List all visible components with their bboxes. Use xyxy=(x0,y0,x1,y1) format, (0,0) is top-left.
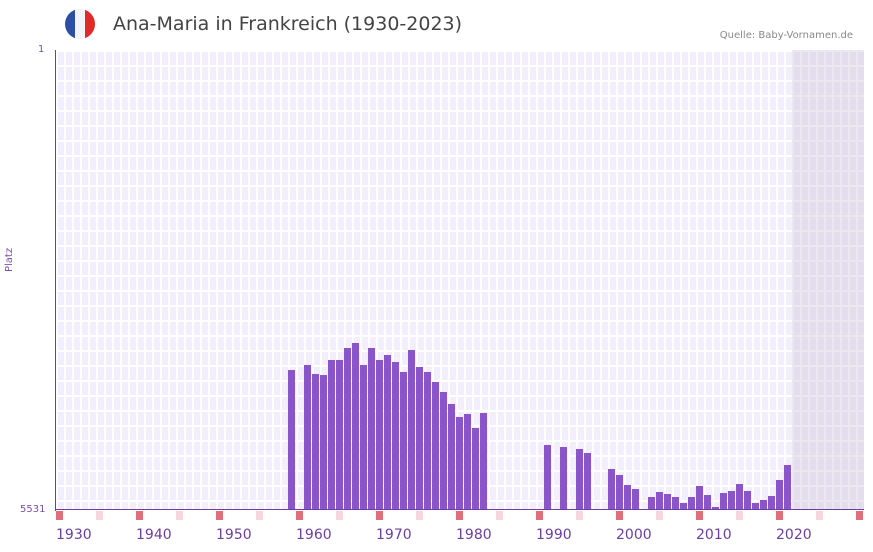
x-tick-2030 xyxy=(856,511,863,520)
bar-2006[interactable] xyxy=(664,493,671,510)
x-tick-2020 xyxy=(776,511,783,520)
bar-1962[interactable] xyxy=(312,373,319,510)
bar-2020[interactable] xyxy=(776,479,783,510)
bar-1972[interactable] xyxy=(392,361,399,510)
bar-2019[interactable] xyxy=(768,495,775,510)
bar-1980[interactable] xyxy=(456,416,463,510)
bar-2004[interactable] xyxy=(648,496,655,510)
bar-1991[interactable] xyxy=(544,444,551,510)
bar-1999[interactable] xyxy=(608,468,615,510)
bar-2018[interactable] xyxy=(760,499,767,510)
x-label-1980: 1980 xyxy=(456,527,492,543)
bar-1964[interactable] xyxy=(328,359,335,510)
x-tick-1985 xyxy=(496,511,503,520)
bar-2007[interactable] xyxy=(672,496,679,510)
x-label-2010: 2010 xyxy=(696,527,732,543)
x-tick-1950 xyxy=(216,511,223,520)
x-axis-line xyxy=(55,509,864,510)
bar-2014[interactable] xyxy=(728,490,735,510)
y-axis-title: Platz xyxy=(4,247,15,272)
bar-1974[interactable] xyxy=(408,349,415,510)
x-label-1950: 1950 xyxy=(216,527,252,543)
x-label-1990: 1990 xyxy=(536,527,572,543)
bar-2009[interactable] xyxy=(688,496,695,510)
bar-1975[interactable] xyxy=(416,366,423,510)
y-axis-line xyxy=(55,50,56,511)
bar-1970[interactable] xyxy=(376,359,383,510)
x-tick-1930 xyxy=(56,511,63,520)
bar-2002[interactable] xyxy=(632,488,639,510)
x-tick-2005 xyxy=(656,511,663,520)
bar-1978[interactable] xyxy=(440,391,447,510)
bar-1971[interactable] xyxy=(384,354,391,510)
x-tick-2025 xyxy=(816,511,823,520)
x-tick-1935 xyxy=(96,511,103,520)
future-shaded-region xyxy=(792,50,864,510)
bar-1961[interactable] xyxy=(304,364,311,510)
x-label-1970: 1970 xyxy=(376,527,412,543)
bar-1981[interactable] xyxy=(464,413,471,510)
plot-area xyxy=(56,50,864,510)
bar-2001[interactable] xyxy=(624,484,631,510)
bar-2016[interactable] xyxy=(744,490,751,510)
france-flag-icon xyxy=(65,9,95,39)
bar-1976[interactable] xyxy=(424,371,431,510)
x-label-1930: 1930 xyxy=(56,527,92,543)
bar-1967[interactable] xyxy=(352,342,359,510)
x-label-1960: 1960 xyxy=(296,527,332,543)
x-tick-1995 xyxy=(576,511,583,520)
x-label-2000: 2000 xyxy=(616,527,652,543)
bar-2000[interactable] xyxy=(616,474,623,510)
bar-2017[interactable] xyxy=(752,502,759,510)
x-tick-1965 xyxy=(336,511,343,520)
bar-1959[interactable] xyxy=(288,369,295,510)
bar-2008[interactable] xyxy=(680,502,687,510)
bar-1995[interactable] xyxy=(576,448,583,510)
x-tick-1980 xyxy=(456,511,463,520)
y-axis-top-label: 1 xyxy=(38,44,45,55)
bar-1977[interactable] xyxy=(432,381,439,510)
x-tick-1960 xyxy=(296,511,303,520)
y-axis-bottom-label: 5531 xyxy=(20,504,46,515)
bar-2005[interactable] xyxy=(656,491,663,510)
bar-1979[interactable] xyxy=(448,403,455,510)
bar-1993[interactable] xyxy=(560,446,567,510)
bar-2011[interactable] xyxy=(704,494,711,510)
bar-2021[interactable] xyxy=(784,464,791,510)
bar-1963[interactable] xyxy=(320,374,327,510)
bar-1968[interactable] xyxy=(360,364,367,510)
bar-1973[interactable] xyxy=(400,371,407,510)
bar-2010[interactable] xyxy=(696,485,703,510)
x-tick-1940 xyxy=(136,511,143,520)
x-tick-row xyxy=(56,511,864,520)
bar-1982[interactable] xyxy=(472,427,479,510)
x-tick-1970 xyxy=(376,511,383,520)
bar-1965[interactable] xyxy=(336,359,343,510)
x-tick-1955 xyxy=(256,511,263,520)
bar-1983[interactable] xyxy=(480,412,487,510)
source-label: Quelle: Baby-Vornamen.de xyxy=(719,30,853,41)
x-label-2020: 2020 xyxy=(776,527,812,543)
bar-2013[interactable] xyxy=(720,492,727,510)
bar-2012[interactable] xyxy=(712,506,719,510)
x-tick-1990 xyxy=(536,511,543,520)
x-tick-2000 xyxy=(616,511,623,520)
bar-1966[interactable] xyxy=(344,347,351,510)
x-tick-2010 xyxy=(696,511,703,520)
x-tick-1945 xyxy=(176,511,183,520)
bar-1996[interactable] xyxy=(584,452,591,510)
chart-title: Ana-Maria in Frankreich (1930-2023) xyxy=(113,13,463,35)
x-tick-2015 xyxy=(736,511,743,520)
bar-2015[interactable] xyxy=(736,483,743,510)
x-tick-1975 xyxy=(416,511,423,520)
bar-1969[interactable] xyxy=(368,347,375,510)
x-label-1940: 1940 xyxy=(136,527,172,543)
